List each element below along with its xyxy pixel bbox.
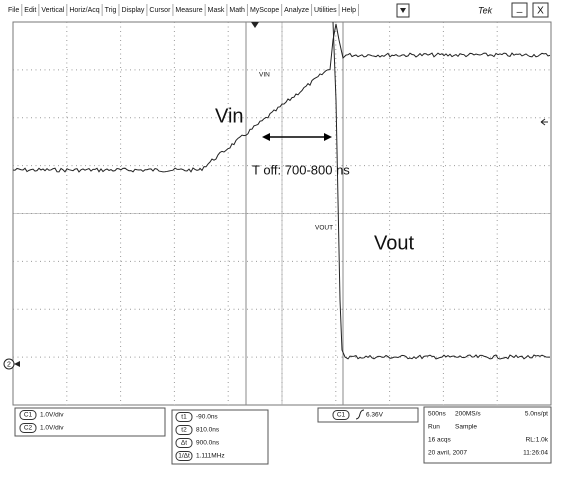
channel-chip — [19, 423, 37, 433]
minimize-label[interactable]: _ — [516, 3, 523, 14]
menu-item[interactable]: Cursor — [149, 7, 171, 14]
channel-chip-label: C1 — [24, 412, 33, 419]
cursor-value: -90.0ns — [196, 414, 218, 421]
dropdown-arrow — [400, 8, 406, 13]
toff-label: T off: 700-800 ns — [252, 162, 350, 177]
acquisition-field: 20 avril, 2007 — [428, 450, 467, 457]
menu-item[interactable]: Edit — [24, 7, 36, 14]
menu-item[interactable]: Trig — [105, 7, 117, 14]
vout-label: Vout — [374, 232, 414, 254]
menu-bar: File Edit Vertical Horiz/Acq Trig Display Curs… — [8, 4, 360, 16]
menu-item[interactable]: MyScope — [250, 7, 279, 14]
channel-scale: 1.0V/div — [40, 425, 64, 432]
channel-chip — [175, 412, 193, 422]
readouts: C1 1.0V/div C2 1.0V/div t1 -90.0ns t2 810.0ns Δt… — [19, 410, 549, 461]
acquisition-readout — [423, 406, 552, 464]
close-button[interactable] — [532, 2, 549, 18]
menu-item[interactable]: Help — [342, 7, 357, 14]
vout-trace — [332, 21, 551, 360]
trigger-level-marker — [540, 118, 548, 126]
channel-readout — [14, 407, 166, 437]
acquisition-field: Run — [428, 424, 440, 431]
acquisition-field: 16 acqs — [428, 437, 452, 444]
channel-chip — [175, 438, 193, 448]
channel-chip-label: 1/Δt — [178, 453, 190, 460]
channel-chip — [19, 410, 37, 420]
minimize-button[interactable] — [511, 2, 528, 18]
menu-item[interactable]: Analyze — [284, 7, 309, 14]
acquisition-field: Sample — [455, 424, 477, 431]
menu-item[interactable]: Display — [121, 7, 144, 14]
menu-item[interactable]: File — [8, 7, 19, 14]
ground-marker-label: 2 — [7, 361, 11, 368]
acquisition-field: 500ns — [428, 411, 446, 418]
trigger-position-marker — [251, 22, 259, 28]
cursor-value: 900.0ns — [196, 440, 220, 447]
menu-item[interactable]: Measure — [175, 7, 202, 14]
menu-item[interactable]: Utilities — [314, 7, 337, 14]
channel-chip — [175, 425, 193, 435]
ground-arrow — [14, 361, 20, 367]
acquisition-field: 5.0ns/pt — [525, 411, 548, 418]
cursor-value: 810.0ns — [196, 427, 220, 434]
vin-label: Vin — [215, 105, 244, 127]
channel-chip — [175, 451, 193, 461]
toff-arrow-heads — [262, 133, 332, 141]
channel-chip-label: C2 — [24, 425, 33, 432]
channel-chip-label: t2 — [181, 427, 187, 434]
trigger-level: 6.36V — [366, 412, 384, 419]
menu-item[interactable]: Math — [229, 7, 245, 14]
channel-scale: 1.0V/div — [40, 412, 64, 419]
trigger-slope-icon — [355, 409, 365, 420]
menu-item[interactable]: Mask — [208, 7, 225, 14]
cursor-value: 1.111MHz — [196, 453, 225, 460]
vin-tag: VIN — [259, 72, 270, 79]
close-label[interactable]: X — [537, 6, 544, 17]
acquisition-field: 11:26:04 — [523, 450, 548, 457]
menu-item[interactable]: Vertical — [41, 7, 64, 14]
channel-chip-label: Δt — [181, 440, 187, 447]
vin-trace — [12, 23, 551, 173]
vout-tag: VOUT — [315, 225, 333, 232]
channel-chip-label: t1 — [181, 414, 187, 421]
channel-chip-label: C1 — [337, 412, 346, 419]
acquisition-field: 200MS/s — [455, 411, 481, 418]
menu-item[interactable]: Horiz/Acq — [69, 7, 99, 14]
acquisition-field: RL:1.0k — [526, 437, 549, 444]
brand: Tek — [478, 5, 493, 15]
channel-chip — [332, 410, 350, 420]
